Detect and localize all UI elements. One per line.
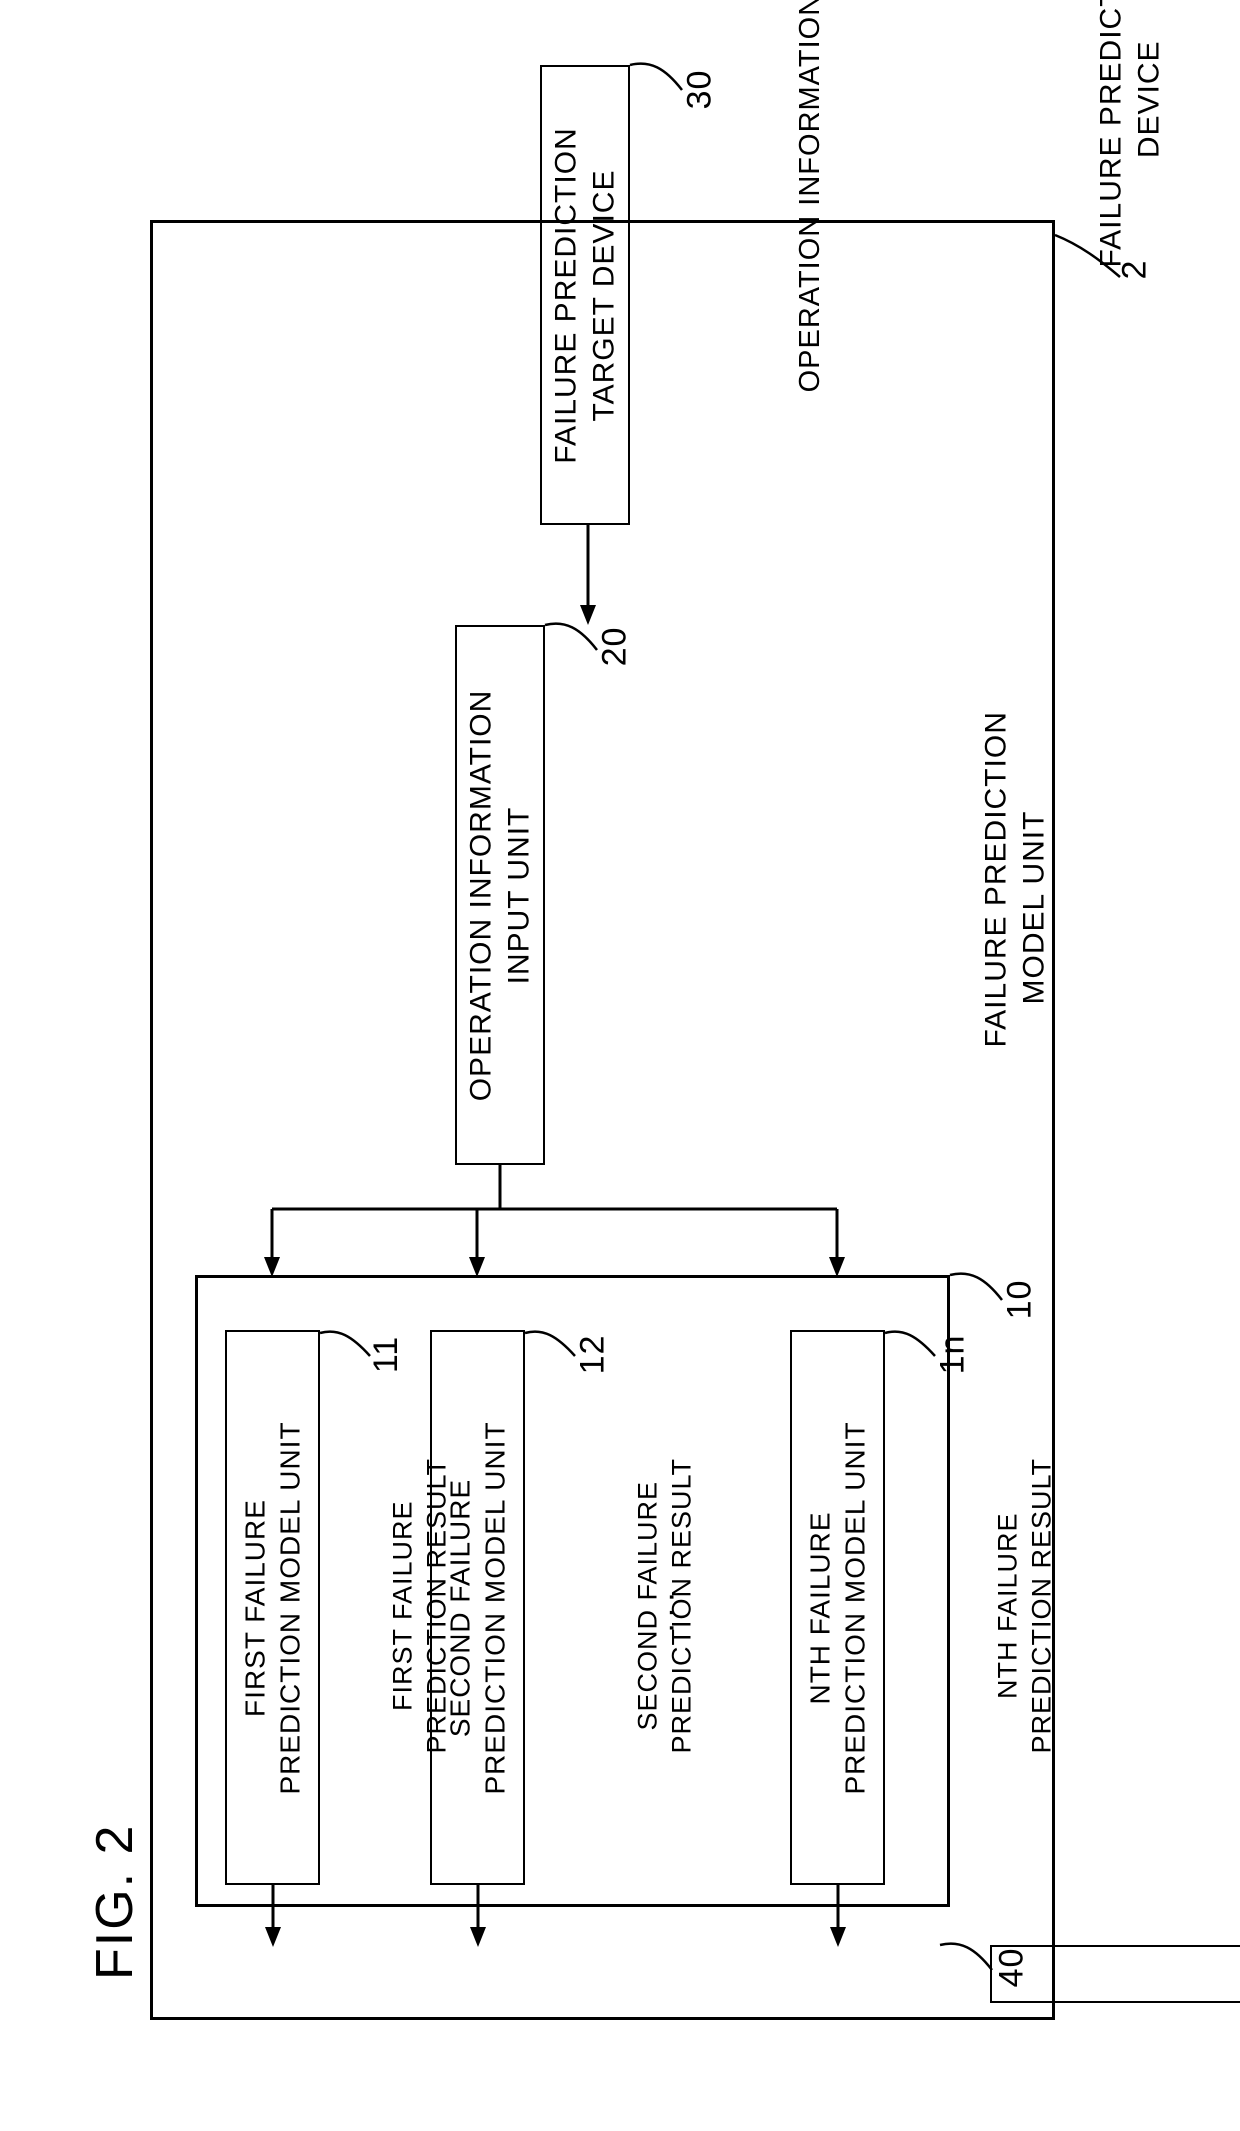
arrow-target-to-input (579, 525, 597, 625)
modeln-leader (885, 1328, 937, 1360)
bus-lines (225, 1165, 885, 1280)
resultn-label: NTH FAILURE PREDICTION RESULT (991, 1446, 1059, 1766)
target-device-box: FAILURE PREDICTION TARGET DEVICE (540, 65, 630, 525)
figure-label: FIG. 2 (85, 1824, 145, 1980)
input-unit-box: OPERATION INFORMATION INPUT UNIT (455, 625, 545, 1165)
model2-ref: 12 (573, 1335, 612, 1375)
figure-canvas: FIG. 2 FAILURE PREDICTION DEVICE 2 FAILU… (0, 0, 1240, 2033)
arrow-model1-to-pres (264, 1885, 282, 1947)
target-device-label: FAILURE PREDICTION TARGET DEVICE (548, 127, 623, 463)
model-container-label: FAILURE PREDICTION MODEL UNIT (978, 768, 1053, 1048)
target-device-leader (630, 60, 685, 95)
arrow-modeln-to-pres (829, 1885, 847, 1947)
model1-leader (320, 1328, 372, 1360)
model1-box: FIRST FAILURE PREDICTION MODEL UNIT (225, 1330, 320, 1885)
model1-ref: 11 (367, 1336, 406, 1373)
device-leader (1055, 235, 1125, 280)
modeln-label: NTH FAILURE PREDICTION MODEL UNIT (803, 1421, 873, 1794)
presentation-ref: 40 (992, 1948, 1031, 1988)
result2-label: SECOND FAILURE PREDICTION RESULT (631, 1446, 699, 1766)
model1-label: FIRST FAILURE PREDICTION MODEL UNIT (238, 1421, 308, 1794)
model-container-ref: 10 (1000, 1280, 1039, 1320)
model2-leader (525, 1328, 577, 1360)
arrow-model2-to-pres (469, 1885, 487, 1947)
input-unit-leader (545, 620, 600, 655)
input-unit-label: OPERATION INFORMATION INPUT UNIT (463, 689, 538, 1101)
model-container-leader (950, 1270, 1005, 1305)
op-info-label: OPERATION INFORMATION (792, 0, 828, 393)
modeln-box: NTH FAILURE PREDICTION MODEL UNIT (790, 1330, 885, 1885)
presentation-leader (940, 1940, 995, 1975)
input-unit-ref: 20 (595, 627, 634, 667)
target-device-ref: 30 (680, 70, 719, 110)
result1-label: FIRST FAILURE PREDICTION RESULT (386, 1446, 454, 1766)
modeln-ref: 1n (933, 1335, 972, 1375)
